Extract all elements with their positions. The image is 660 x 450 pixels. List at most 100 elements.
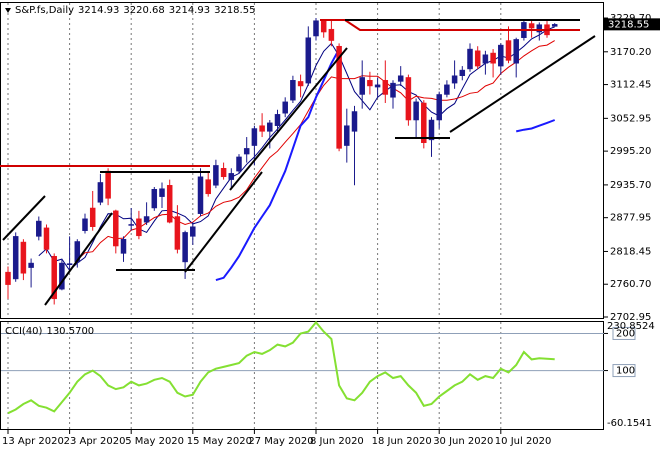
cci-line: [7, 320, 555, 415]
x-tick-label: 30 Jun 2020: [433, 436, 493, 447]
candle-body: [174, 216, 181, 250]
candle-body: [197, 176, 204, 214]
candle-body: [182, 232, 188, 263]
cci-min-label: -60.1541: [607, 418, 652, 429]
x-tick-label: 5 May 2020: [125, 436, 184, 447]
open-value: 3214.93: [78, 5, 119, 16]
candle-body: [113, 210, 119, 247]
candle-body: [20, 241, 27, 274]
y-tick-label: 2935.70: [610, 180, 651, 191]
candle-body: [36, 220, 42, 237]
candle-body: [490, 52, 496, 64]
candle-body: [344, 125, 350, 146]
y-tick-label: 2760.70: [610, 279, 651, 290]
candle-body: [205, 179, 211, 195]
resistance-line: [320, 19, 580, 31]
candle-body: [105, 170, 111, 199]
candle-body: [367, 80, 373, 87]
candle-body: [259, 125, 265, 132]
candle-body: [328, 28, 335, 41]
candle-body: [43, 227, 50, 250]
y-tick-label: 2877.95: [610, 213, 651, 224]
candle-body: [97, 182, 104, 203]
candle-body: [428, 119, 435, 141]
y-tick-label: 3112.45: [610, 80, 651, 91]
candle-body: [12, 236, 19, 280]
price-panel: [0, 2, 604, 319]
level-label-box: [612, 326, 636, 340]
trend-line: [449, 35, 596, 133]
candle-body: [444, 84, 450, 95]
cci-title: CCI(40): [5, 326, 43, 337]
candle-body: [359, 77, 365, 95]
candle-body: [390, 82, 396, 98]
high-value: 3220.68: [123, 5, 164, 16]
current-price-label: 3218.55: [608, 19, 649, 30]
candle-body: [274, 114, 281, 126]
annotations: [0, 19, 596, 306]
candle-body: [51, 255, 57, 300]
candle-body: [136, 218, 142, 237]
trend-line: [2, 195, 46, 241]
candle-body: [467, 48, 473, 70]
candle-body: [66, 263, 73, 266]
candle-body: [413, 101, 419, 121]
candle-body: [382, 80, 389, 95]
candle-body: [336, 45, 342, 149]
candle-body: [351, 111, 358, 132]
y-tick-label: 200: [616, 328, 635, 339]
x-tick-label: 23 Apr 2020: [64, 436, 126, 447]
symbol-title: S&P.fs,Daily: [15, 5, 74, 16]
candle-body: [305, 37, 312, 84]
x-tick-label: 27 May 2020: [248, 436, 313, 447]
candle-body: [236, 156, 242, 172]
current-price-box: [604, 18, 660, 31]
marks: 3229.703170.203112.453052.952995.202935.…: [1, 3, 660, 447]
y-tick-label: 3052.95: [610, 113, 651, 124]
y-tick-label: 2702.95: [610, 312, 651, 323]
cci-max-label: 230.8524: [607, 321, 655, 332]
trend-line: [44, 212, 113, 306]
candle-body: [190, 226, 196, 237]
x-tick-label: 8 Jun 2020: [310, 436, 364, 447]
candle-body: [421, 102, 427, 143]
y-tick-label: 3170.20: [610, 47, 651, 58]
close-value: 3218.55: [214, 5, 255, 16]
candle-body: [505, 40, 512, 61]
candle-body: [267, 122, 273, 132]
x-tick-label: 15 May 2020: [187, 436, 252, 447]
low-value: 3214.93: [169, 5, 210, 16]
candle-body: [243, 148, 250, 155]
candle-body: [89, 207, 96, 227]
candle-body: [213, 165, 219, 186]
candle-body: [482, 54, 489, 64]
candle-body: [451, 75, 458, 84]
y-tick-label: 2818.45: [610, 246, 651, 257]
moving-average: [215, 48, 556, 282]
candle-body: [536, 24, 543, 33]
candle-body: [313, 20, 319, 37]
candle-body: [120, 238, 127, 254]
candle-body: [374, 84, 381, 88]
candle-body: [436, 94, 442, 121]
candle-body: [513, 39, 519, 64]
collapse-icon[interactable]: [5, 8, 11, 13]
candle-body: [151, 189, 158, 209]
y-tick-label: 100: [616, 366, 635, 377]
candle-body: [320, 20, 327, 33]
moving-average: [38, 26, 555, 272]
candle-body: [405, 77, 412, 121]
candle-body: [159, 188, 165, 197]
candle-body: [5, 271, 11, 285]
trend-line: [229, 47, 348, 191]
level-label-box: [612, 364, 636, 378]
candle-body: [251, 128, 258, 146]
candle-body: [82, 218, 88, 231]
cci-value: 130.5700: [46, 326, 94, 337]
candle-body: [551, 24, 558, 27]
candle-body: [498, 44, 504, 67]
y-tick-label: 2995.20: [610, 146, 651, 157]
candle-body: [220, 168, 227, 178]
